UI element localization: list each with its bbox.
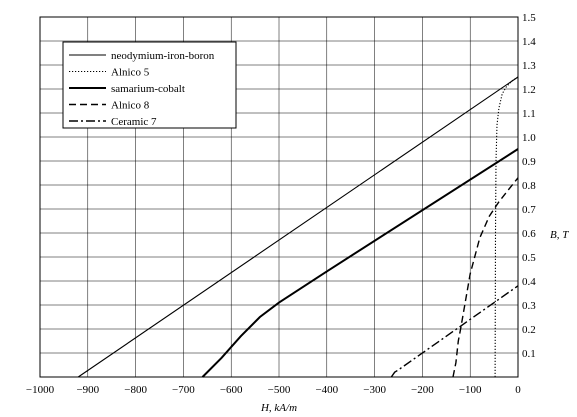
legend-label-samarium-cobalt: samarium-cobalt xyxy=(111,83,185,95)
x-tick-label: −300 xyxy=(363,384,386,396)
y-tick-label: 0.3 xyxy=(522,300,536,312)
x-tick-label: −900 xyxy=(76,384,99,396)
curve-alnico-5 xyxy=(494,76,519,378)
y-axis-ticks: 0.1 0.2 0.3 0.4 0.5 0.6 0.7 0.8 0.9 1.0 1.1 1.2 1.3 1… xyxy=(522,12,536,360)
legend-label-neodymium-iron-boron: neodymium-iron-boron xyxy=(111,50,215,62)
x-tick-label: −400 xyxy=(315,384,338,396)
curves xyxy=(77,76,519,378)
y-tick-label: 1.0 xyxy=(522,132,536,144)
x-tick-label: −700 xyxy=(172,384,195,396)
x-axis-label: H, kA/m xyxy=(260,402,297,414)
y-tick-label: 1.4 xyxy=(522,36,536,48)
curve-samarium-cobalt xyxy=(201,148,519,378)
curve-neodymium-iron-boron xyxy=(77,76,519,378)
x-tick-label: 0 xyxy=(515,384,521,396)
legend-label-alnico-8: Alnico 8 xyxy=(111,100,150,112)
plot-frame xyxy=(39,16,519,378)
x-tick-label: −600 xyxy=(220,384,243,396)
y-tick-label: 0.2 xyxy=(522,324,536,336)
y-tick-label: 1.2 xyxy=(522,84,536,96)
grid xyxy=(39,16,519,377)
y-tick-label: 0.8 xyxy=(522,180,536,192)
curve-ceramic-7 xyxy=(390,285,519,378)
y-tick-label: 0.9 xyxy=(522,156,536,168)
legend-box xyxy=(62,41,237,129)
y-tick-label: 1.5 xyxy=(522,12,536,24)
legend-label-ceramic-7: Ceramic 7 xyxy=(111,116,157,128)
y-tick-label: 0.6 xyxy=(522,228,536,240)
y-tick-label: 1.3 xyxy=(522,60,536,72)
x-tick-label: −1000 xyxy=(26,384,55,396)
y-tick-label: 1.1 xyxy=(522,108,536,120)
y-tick-label: 0.4 xyxy=(522,276,536,288)
x-axis-ticks: −1000 −900 −800 −700 −600 −500 −400 −300 −200 −10… xyxy=(26,384,521,396)
x-tick-label: −100 xyxy=(459,384,482,396)
y-axis-label: B, T xyxy=(550,229,569,241)
legend: neodymium-iron-boron Alnico 5 samarium-cob… xyxy=(62,41,237,129)
y-tick-label: 0.5 xyxy=(522,252,536,264)
x-tick-label: −800 xyxy=(124,384,147,396)
legend-label-alnico-5: Alnico 5 xyxy=(111,67,150,79)
curve-alnico-8 xyxy=(452,177,519,378)
y-tick-label: 0.1 xyxy=(522,348,536,360)
y-tick-label: 0.7 xyxy=(522,204,536,216)
x-tick-label: −200 xyxy=(411,384,434,396)
x-tick-label: −500 xyxy=(268,384,291,396)
